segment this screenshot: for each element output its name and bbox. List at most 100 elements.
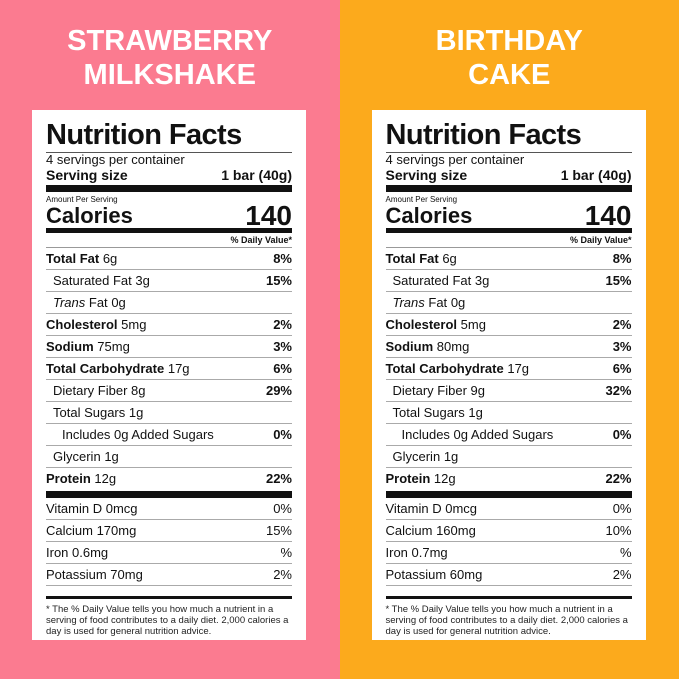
heading: Nutrition Facts [46,118,292,153]
nutrient-name: Total Sugars [392,405,465,420]
nutrient-name: Fat [428,295,448,310]
nutrient: Total Sugars 1g [386,402,483,423]
vitamin-row: Vitamin D 0mcg 0% [46,498,292,520]
nutrient-amount: 0g [111,295,126,310]
nutrient: Trans Fat 0g [46,292,126,313]
vitamin-name: Iron 0.6mg [46,545,109,560]
vitamin-name: Potassium 60mg [385,567,483,582]
footnote: * The % Daily Value tells you how much a… [385,596,632,637]
nutrient-name: Total Fat [385,251,439,266]
nutrient-dv: 22% [605,471,632,486]
nutrition-label: Nutrition Facts 4 servings per container S… [32,110,306,640]
nutrient-name: Total Carbohydrate [385,361,504,376]
nutrient-amount: 0g [450,295,466,310]
vitamin-dv: % [619,545,632,560]
nutrient-dv: 22% [265,471,292,486]
nutrient: Protein 12g [386,468,456,491]
nutrient: Protein 12g [46,468,116,491]
nutrient-amount: 3g [474,273,490,288]
nutrient-row: Total Carbohydrate 17g 6% [46,358,292,380]
nutrient: Glycerin 1g [386,446,459,467]
calories-value: 140 [245,200,292,231]
calories-label: Calories [46,203,133,228]
nutrient-amount: 5mg [460,317,486,332]
nutrient-dv: 15% [605,273,632,288]
nutrient: Total Carbohydrate 17g [386,358,530,379]
nutrient-row: Glycerin 1g [46,446,292,468]
nutrient-row: Cholesterol 5mg 2% [385,314,632,336]
nutrient-row: Includes 0g Added Sugars 0% [385,424,632,446]
nutrient-dv: 2% [612,317,632,332]
nutrient: Saturated Fat 3g [386,270,490,291]
nutrient-row: Total Sugars 1g [46,402,292,424]
panel-title: BIRTHDAY CAKE [340,24,679,92]
nutrient-dv: 8% [273,251,292,266]
nutrient-name: Total Carbohydrate [46,361,165,376]
vitamin-name: Vitamin D 0mcg [385,501,478,516]
vitamin-row: Iron 0.7mg% [385,542,632,564]
nutrient-amount: 1g [443,449,459,464]
nutrient-row: Sodium 80mg 3% [385,336,632,358]
nutrient-dv: 6% [612,361,632,376]
nutrient-amount: 5mg [121,317,147,332]
nutrient-amount: 1g [468,405,483,420]
vitamin-row: Calcium 170mg 15% [46,520,292,542]
panel-title: STRAWBERRY MILKSHAKE [0,24,340,92]
nutrient-name: Glycerin [392,449,441,464]
nutrient-dv: 15% [265,273,292,288]
nutrient-name: Total Fat [46,251,100,266]
serving-size-value: 1 bar (40g) [560,167,632,183]
nutrient-amount: 12g [94,471,117,486]
title-line: BIRTHDAY [435,25,583,57]
nutrient-dv: 0% [612,427,632,442]
calories: Calories 140 [46,200,292,233]
vitamin-row: Vitamin D 0mcg 0% [385,498,632,520]
calories-value: 140 [584,200,632,231]
calories: Calories 140 [385,200,632,233]
nutrient-row: Trans Fat 0g [385,292,632,314]
nutrient-name: Includes 0g Added Sugars [401,427,554,442]
vitamin-dv: 10% [605,523,632,538]
vitamin-name: Iron 0.7mg [385,545,448,560]
servings: 4 servings per container [385,152,525,167]
nutrient-amount: 17g [507,361,530,376]
serving-size-label: Serving size [46,167,128,183]
nutrient-amount: 6g [102,251,118,266]
nutrient-amount: 80mg [436,339,470,354]
servings: 4 servings per container [46,152,185,167]
nutrient: Saturated Fat 3g [46,270,150,291]
vitamin-dv: 0% [273,501,292,516]
nutrient-amount: 1g [104,449,119,464]
nutrient-row: Dietary Fiber 8g 29% [46,380,292,402]
nutrient-name: Dietary Fiber [53,383,128,398]
nutrient: Dietary Fiber 8g [46,380,146,401]
nutrient-amount: 9g [470,383,486,398]
nutrient-row: Total Fat 6g 8% [385,248,632,270]
nutrient-italic: Trans [53,295,86,310]
nutrient-amount: 75mg [97,339,130,354]
nutrient-row: Glycerin 1g [385,446,632,468]
nutrient: Cholesterol 5mg [46,314,146,335]
title-line: CAKE [468,59,551,91]
nutrient: Total Sugars 1g [46,402,143,423]
nutrient-name: Cholesterol [46,317,118,332]
vitamin-row: Calcium 160mg 10% [385,520,632,542]
dv-header: % Daily Value* [46,233,292,248]
serving-size-label: Serving size [385,167,468,183]
vitamin-row: Potassium 60mg 2% [385,564,632,586]
nutrient: Trans Fat 0g [386,292,466,313]
nutrient-name: Dietary Fiber [392,383,467,398]
nutrient-row: Trans Fat 0g [46,292,292,314]
nutrient-row: Total Sugars 1g [385,402,632,424]
nutrient-row: Cholesterol 5mg 2% [46,314,292,336]
nutrient-amount: 17g [167,361,190,376]
nutrient-row: Includes 0g Added Sugars 0% [46,424,292,446]
nutrient-dv: 6% [273,361,292,376]
nutrient-name: Glycerin [53,449,101,464]
nutrient-name: Fat [88,295,108,310]
nutrient-name: Sodium [385,339,434,354]
serving-size-value: 1 bar (40g) [221,167,292,183]
serving-size: Serving size 1 bar (40g) [46,167,292,192]
nutrient-amount: 8g [131,383,146,398]
nutrient-amount: 6g [442,251,457,266]
